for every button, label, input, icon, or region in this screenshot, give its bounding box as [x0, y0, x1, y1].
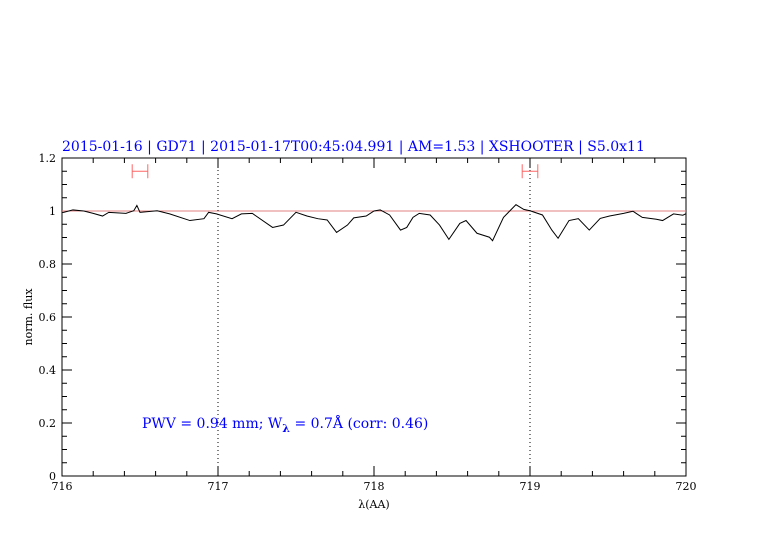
y-tick-label: 0.2 — [39, 417, 57, 430]
x-axis-label: λ(AA) — [358, 498, 389, 511]
y-tick-label: 1 — [49, 205, 56, 218]
y-tick-label: 0.6 — [39, 311, 57, 324]
y-tick-label: 0.4 — [39, 364, 57, 377]
x-tick-label: 719 — [520, 480, 541, 493]
spectrum-line — [62, 204, 687, 242]
chart-title: 2015-01-16 | GD71 | 2015-01-17T00:45:04.… — [62, 139, 645, 155]
pwv-annotation: PWV = 0.94 mm; Wλ = 0.7Å (corr: 0.46) — [142, 414, 428, 435]
x-tick-label: 717 — [208, 480, 229, 493]
x-tick-label: 720 — [676, 480, 697, 493]
y-tick-label: 0 — [49, 470, 56, 483]
y-tick-label: 0.8 — [39, 258, 57, 271]
y-tick-label: 1.2 — [39, 152, 57, 165]
y-axis-label: norm. flux — [22, 288, 35, 346]
x-tick-label: 718 — [364, 480, 385, 493]
error-bar — [521, 164, 539, 179]
x-tick-label: 716 — [52, 480, 73, 493]
error-bar — [131, 164, 149, 179]
